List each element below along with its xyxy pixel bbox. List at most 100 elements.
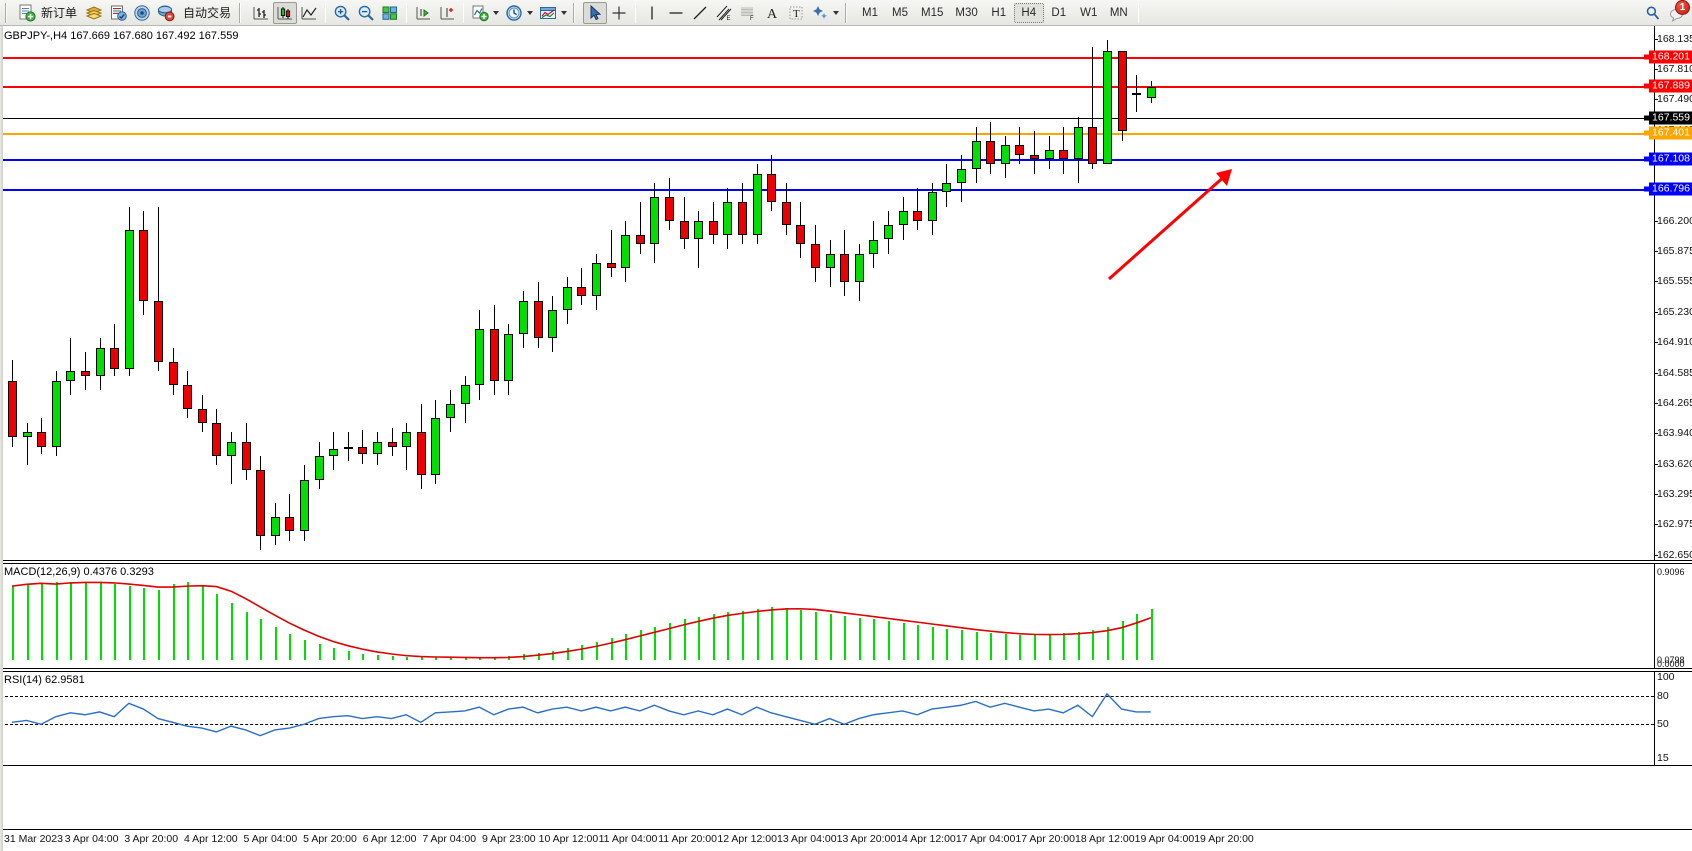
resistance-line-1[interactable]: [0, 56, 1654, 62]
auto-trading-button[interactable]: 自动交易: [178, 2, 236, 24]
vertical-scrollbar[interactable]: [0, 26, 3, 851]
search-button[interactable]: [1642, 2, 1664, 24]
price-axis-tickmark: [1655, 69, 1658, 71]
rsi-axis-tick: 15: [1657, 751, 1669, 764]
candle-body-bearish: [489, 328, 499, 381]
chevron-down-icon[interactable]: [561, 10, 568, 15]
support-line-2[interactable]: [0, 188, 1654, 194]
candle-body-bearish: [840, 253, 850, 282]
price-pane[interactable]: GBPJPY-,H4 167.669 167.680 167.492 167.5…: [0, 26, 1692, 561]
time-axis[interactable]: 31 Mar 2023 3 Apr 04:00 3 Apr 20:00 4 Apr 1…: [0, 829, 1692, 851]
candle-wick: [70, 338, 72, 395]
timeframe-h4[interactable]: H4: [1013, 2, 1044, 23]
time-axis-tick: 13 Apr 20:00: [836, 833, 897, 845]
price-plot-area[interactable]: [0, 26, 1654, 560]
macd-histogram-bar: [201, 586, 204, 660]
vertical-line-button[interactable]: [640, 2, 664, 24]
candle-body-bullish: [504, 333, 514, 381]
macd-histogram-bar: [304, 639, 306, 660]
tag-nub: [1644, 186, 1650, 192]
candle-body-bearish: [197, 408, 207, 424]
last-price-line[interactable]: [0, 118, 1654, 119]
resistance-line-2[interactable]: [0, 85, 1654, 91]
macd-scale[interactable]: 0.9096 0.0798 0.0000: [1654, 564, 1692, 669]
fibonacci-button[interactable]: F: [736, 2, 760, 24]
macd-histogram-bar: [888, 621, 890, 660]
templates-button[interactable]: [536, 2, 570, 24]
candle-body-bullish: [548, 310, 558, 339]
support-line-1[interactable]: [0, 158, 1654, 164]
bar-chart-button[interactable]: [249, 2, 273, 24]
candle-body-bullish: [446, 404, 455, 419]
search-icon: [1645, 5, 1661, 21]
timeframe-m5[interactable]: M5: [892, 6, 909, 19]
timeframe-mn[interactable]: MN: [1109, 6, 1128, 19]
line-chart-button[interactable]: [297, 2, 321, 24]
entry-line[interactable]: [0, 132, 1654, 138]
zoom-in-button[interactable]: [330, 2, 354, 24]
toolbar-grip-4[interactable]: [845, 2, 853, 23]
text-button[interactable]: A: [760, 2, 784, 24]
price-scale[interactable]: 166.520166.200165.875165.555165.230164.9…: [1644, 26, 1692, 561]
toolbar-grip-3[interactable]: [573, 2, 581, 23]
toolbar-separator-3: [463, 2, 465, 23]
candle-body-bearish: [81, 371, 90, 376]
timeframe-m15[interactable]: M15: [921, 6, 944, 19]
price-axis-tickmark: [1655, 554, 1658, 556]
timeframe-h1[interactable]: H1: [991, 6, 1007, 19]
candle-wick: [1034, 131, 1035, 174]
macd-plot-area[interactable]: [0, 564, 1654, 668]
price-axis-tickmark: [1655, 251, 1658, 253]
time-axis-tick: 11 Apr 04:00: [598, 833, 658, 845]
rsi-plot-area[interactable]: [0, 672, 1654, 765]
time-axis-tick: 11 Apr 20:00: [658, 833, 717, 845]
candle-body-bearish: [1117, 51, 1127, 132]
macd-pane[interactable]: MACD(12,26,9) 0.4376 0.3293 0.9096 0.0798…: [0, 563, 1692, 669]
macd-histogram-bar: [41, 583, 44, 660]
horizontal-line-icon: [667, 4, 685, 22]
rsi-scale[interactable]: 100 80 50 15: [1654, 671, 1692, 765]
market-watch-button[interactable]: [106, 2, 130, 24]
candle-body-bullish: [1044, 150, 1054, 160]
chart-tile-button[interactable]: [378, 2, 402, 24]
equidistant-channel-button[interactable]: E: [712, 2, 736, 24]
text-label-button[interactable]: T: [784, 2, 808, 24]
toolbar-grip-1[interactable]: [5, 2, 12, 23]
macd-histogram-bar: [990, 633, 993, 660]
crosshair-button[interactable]: [607, 2, 631, 24]
candle-wick: [391, 427, 393, 457]
indicators-button[interactable]: [468, 2, 502, 24]
chevron-down-icon[interactable]: [527, 10, 534, 15]
zoom-out-button[interactable]: [354, 2, 378, 24]
new-order-button[interactable]: 新订单: [15, 2, 82, 24]
periods-button[interactable]: [502, 2, 536, 24]
navigator-button[interactable]: [130, 2, 154, 24]
notification-badge: 1: [1675, 0, 1690, 15]
horizontal-line-button[interactable]: [664, 2, 688, 24]
candle-body-bullish: [621, 234, 631, 268]
trend-arrow[interactable]: [0, 26, 1654, 560]
candle-wick: [1092, 46, 1094, 169]
cursor-button[interactable]: [583, 1, 608, 24]
notifications-button[interactable]: 1: [1664, 0, 1692, 24]
candle-body-bullish: [825, 253, 835, 268]
timeframe-m1[interactable]: M1: [862, 6, 879, 19]
chart-shift-button[interactable]: [435, 2, 459, 24]
timeframe-w1[interactable]: W1: [1080, 6, 1098, 19]
shapes-button[interactable]: [808, 2, 842, 24]
candlestick-chart-button[interactable]: [273, 1, 298, 24]
chart-container[interactable]: GBPJPY-,H4 167.669 167.680 167.492 167.5…: [0, 26, 1692, 851]
auto-scroll-button[interactable]: [411, 2, 435, 24]
trendline-button[interactable]: [688, 2, 712, 24]
terminal-button[interactable]: [154, 2, 178, 24]
candle-body-bullish: [884, 225, 893, 240]
profiles-button[interactable]: [82, 2, 106, 24]
toolbar-grip-2[interactable]: [239, 2, 247, 23]
candle-body-bullish: [927, 192, 937, 221]
timeframe-m30[interactable]: M30: [955, 6, 978, 19]
timeframe-d1[interactable]: D1: [1051, 6, 1067, 19]
chevron-down-icon[interactable]: [493, 10, 500, 15]
macd-histogram-bar: [742, 611, 744, 660]
chevron-down-icon[interactable]: [833, 10, 840, 15]
rsi-pane[interactable]: RSI(14) 62.9581 100 80 50 15: [0, 671, 1692, 766]
